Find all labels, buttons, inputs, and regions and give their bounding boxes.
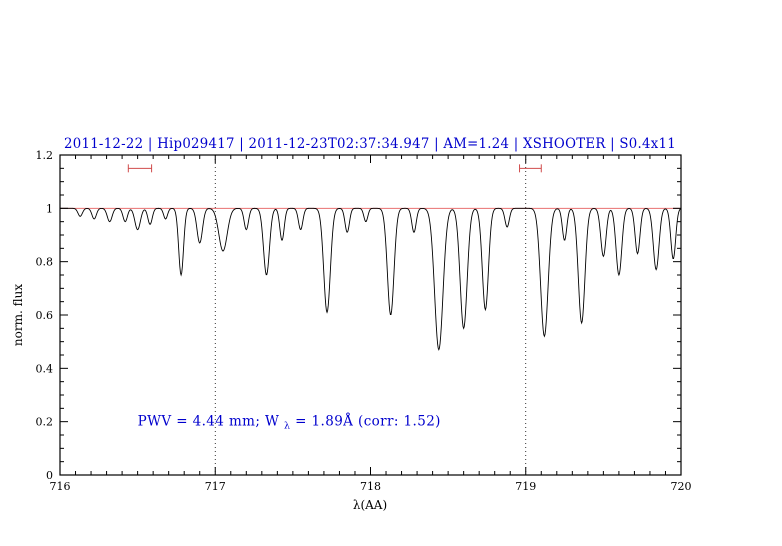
pwv-annotation-subscript: λ: [284, 421, 290, 432]
y-tick-label: 0.4: [36, 362, 54, 375]
x-tick-label: 720: [671, 480, 692, 493]
pwv-annotation-main: PWV = 4.44 mm; W: [138, 414, 280, 430]
x-tick-label: 718: [360, 480, 381, 493]
dotted-vlines-group: [214, 155, 527, 475]
spectrum-path: [60, 207, 682, 351]
x-tick-label: 719: [515, 480, 536, 493]
y-tick-label: 1.2: [36, 149, 54, 162]
y-tick-label: 0.2: [36, 416, 54, 429]
y-tick-label: 1: [46, 202, 53, 215]
x-tick-label: 716: [50, 480, 71, 493]
pwv-annotation-rest: = 1.89Å (corr: 1.52): [295, 414, 441, 430]
ticks-group: 716 717 718 719 720 0 0.2 0.4 0.6 0.8 1 1.2: [36, 149, 692, 493]
pwv-annotation: PWV = 4.44 mm; W λ = 1.89Å (corr: 1.52): [138, 414, 441, 433]
y-axis-label: norm. flux: [11, 284, 25, 346]
y-tick-label: 0.6: [36, 309, 54, 322]
y-tick-label: 0: [46, 469, 53, 482]
band-markers-group: [127, 164, 542, 173]
y-tick-label: 0.8: [36, 256, 54, 269]
plot-title: 2011-12-22 | Hip029417 | 2011-12-23T02:3…: [64, 136, 676, 152]
x-tick-label: 717: [205, 480, 226, 493]
x-axis-label: λ(AA): [353, 498, 387, 512]
